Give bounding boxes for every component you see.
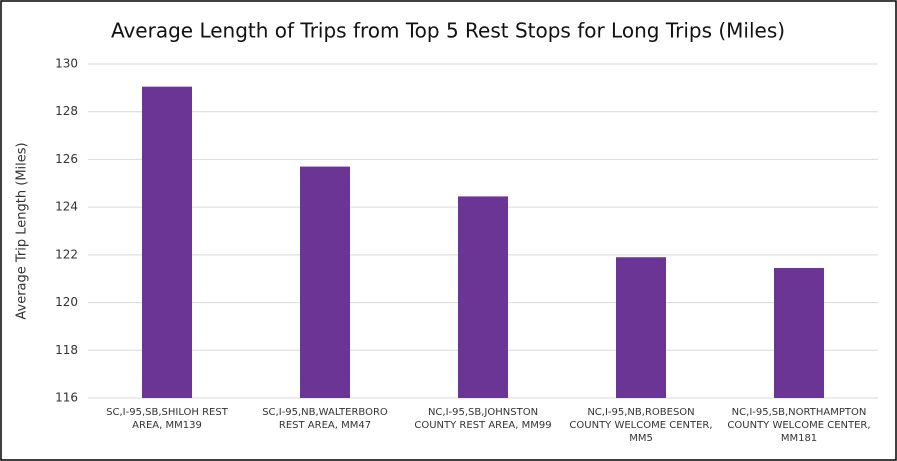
- chart-title: Average Length of Trips from Top 5 Rest …: [111, 19, 785, 43]
- bar: [300, 166, 350, 398]
- x-tick-label: SC,I-95,NB,WALTERBORO REST AREA, MM47: [262, 407, 388, 431]
- y-tick-label: 126: [55, 152, 78, 166]
- x-tick-label: SC,I-95,SB,SHILOH REST AREA, MM139: [106, 407, 228, 431]
- y-tick-label: 124: [55, 200, 78, 214]
- bar: [774, 267, 824, 398]
- x-tick-label: NC,I-95,SB,NORTHAMPTON COUNTY WELCOME CE…: [727, 407, 871, 444]
- y-tick-label: 118: [55, 343, 78, 357]
- y-tick-label: 130: [55, 57, 78, 71]
- y-tick-label: 116: [55, 391, 78, 405]
- bar: [458, 196, 508, 398]
- bar: [616, 257, 666, 398]
- x-tick-label: NC,I-95,SB,JOHNSTON COUNTY REST AREA, MM…: [414, 407, 552, 431]
- x-tick-label: NC,I-95,NB,ROBESON COUNTY WELCOME CENTER…: [569, 407, 713, 444]
- y-axis-label: Average Trip Length (Miles): [15, 142, 30, 319]
- y-tick-label: 122: [55, 247, 78, 261]
- y-tick-label: 120: [55, 295, 78, 309]
- y-tick-label: 128: [55, 104, 78, 118]
- bar: [142, 86, 192, 399]
